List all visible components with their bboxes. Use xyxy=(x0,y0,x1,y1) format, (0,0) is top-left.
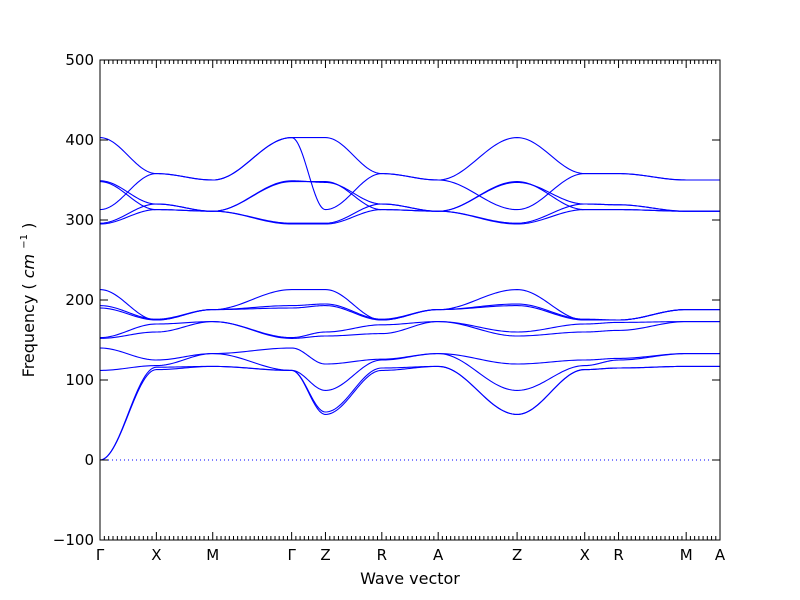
x-tick-label: A xyxy=(715,546,726,564)
band-line-3 xyxy=(99,353,720,391)
x-tick-label: X xyxy=(580,546,590,564)
y-tick-label: 100 xyxy=(65,371,94,389)
band-line-1 xyxy=(99,365,720,461)
y-axis-label-unit-open: ( xyxy=(19,283,38,289)
band-line-6 xyxy=(99,321,720,339)
band-line-4 xyxy=(99,347,720,365)
x-axis-label: Wave vector xyxy=(360,569,460,588)
x-tick-label: A xyxy=(433,546,444,564)
x-tick-label: X xyxy=(151,546,161,564)
band-line-9 xyxy=(99,289,720,321)
y-axis-label-text: Frequency xyxy=(19,295,38,378)
y-axis-ticks: −100 0 100 200 300 400 500 xyxy=(53,51,720,549)
y-tick-label: −100 xyxy=(53,531,94,549)
y-axis-label-unit-exp: −1 xyxy=(19,234,30,249)
band-line-13 xyxy=(99,181,720,212)
x-tick-label: M xyxy=(680,546,693,564)
y-tick-label: 0 xyxy=(84,451,94,469)
plot-frame xyxy=(99,59,721,541)
band-line-10 xyxy=(99,209,720,225)
x-tick-label: Z xyxy=(512,546,522,564)
band-line-5 xyxy=(99,321,720,339)
y-tick-label: 500 xyxy=(65,51,94,69)
x-tick-label: R xyxy=(377,546,387,564)
y-tick-label: 200 xyxy=(65,291,94,309)
x-tick-label: R xyxy=(613,546,623,564)
y-axis-label-unit-base: cm xyxy=(19,254,38,278)
band-line-15 xyxy=(99,137,720,181)
x-tick-label: M xyxy=(206,546,219,564)
x-tick-label: Γ xyxy=(287,546,296,564)
band-line-11 xyxy=(99,203,720,224)
band-line-2 xyxy=(99,365,720,461)
y-tick-label: 300 xyxy=(65,211,94,229)
band-lines xyxy=(99,137,720,461)
x-tick-label: Γ xyxy=(96,546,105,564)
y-axis-label: Frequency ( cm −1 ) xyxy=(12,223,38,378)
y-axis-label-unit-close: ) xyxy=(19,223,38,229)
band-line-14 xyxy=(99,180,720,212)
x-tick-label: Z xyxy=(320,546,330,564)
y-tick-label: 400 xyxy=(65,131,94,149)
